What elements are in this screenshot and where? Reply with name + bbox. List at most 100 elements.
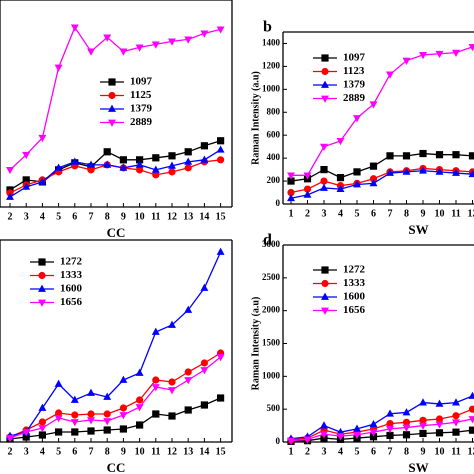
- marker: [435, 415, 444, 423]
- marker: [54, 163, 63, 171]
- marker: [303, 190, 312, 198]
- marker: [168, 38, 176, 46]
- x-tick-label: 4: [40, 446, 45, 457]
- marker: [135, 160, 144, 168]
- legend-label: 1379: [343, 79, 366, 91]
- legend-label: 1333: [60, 269, 83, 281]
- marker: [151, 165, 160, 173]
- marker: [168, 152, 176, 160]
- marker: [452, 419, 460, 427]
- marker: [321, 54, 329, 62]
- series-line: [290, 418, 473, 442]
- marker: [468, 152, 474, 160]
- marker: [402, 167, 411, 175]
- x-tick-label: 13: [183, 446, 193, 457]
- marker: [119, 375, 128, 383]
- x-tick-label: 7: [388, 446, 393, 457]
- marker: [38, 258, 46, 266]
- marker: [216, 354, 225, 362]
- legend-label: 1379: [130, 103, 153, 115]
- x-tick-label: 6: [72, 446, 77, 457]
- x-tick-label: 6: [371, 208, 376, 219]
- marker: [168, 161, 176, 169]
- x-axis-title: SW: [408, 222, 428, 237]
- marker: [136, 421, 144, 429]
- marker: [419, 416, 427, 424]
- x-tick-label: 8: [404, 208, 409, 219]
- marker: [320, 421, 328, 429]
- marker: [402, 152, 411, 160]
- y-tick-label: 500: [267, 403, 281, 413]
- marker: [38, 431, 46, 439]
- marker: [468, 44, 474, 52]
- marker: [287, 437, 295, 446]
- marker: [321, 307, 329, 315]
- x-tick-label: 3: [24, 446, 29, 457]
- x-tick-label: 8: [105, 211, 110, 222]
- marker: [369, 175, 378, 183]
- marker: [402, 418, 411, 426]
- legend-label: 1656: [343, 304, 366, 316]
- x-tick-label: 9: [421, 208, 426, 219]
- marker: [71, 411, 79, 419]
- marker: [419, 52, 427, 60]
- x-tick-label: 2: [305, 208, 310, 219]
- marker: [152, 410, 160, 418]
- marker: [168, 168, 176, 176]
- marker: [22, 151, 31, 160]
- marker: [200, 359, 208, 367]
- marker: [168, 378, 176, 386]
- marker: [336, 138, 345, 146]
- y-tick-label: 2000: [262, 305, 281, 315]
- marker: [321, 80, 329, 88]
- marker: [217, 156, 225, 164]
- marker: [119, 156, 127, 164]
- marker: [336, 433, 345, 441]
- marker: [6, 166, 14, 175]
- x-tick-label: 5: [56, 211, 61, 222]
- marker: [108, 91, 116, 100]
- x-tick-label: 12: [167, 446, 177, 457]
- marker: [184, 157, 193, 165]
- marker: [103, 392, 112, 400]
- legend-label: 1333: [343, 277, 366, 289]
- x-tick-label: 5: [56, 446, 61, 457]
- marker: [468, 405, 474, 413]
- marker: [87, 410, 95, 418]
- series-line: [9, 149, 221, 198]
- marker: [135, 404, 144, 412]
- marker: [6, 435, 14, 443]
- x-tick-label: 13: [183, 211, 193, 222]
- x-tick-label: 15: [216, 446, 226, 457]
- x-tick-label: 9: [121, 446, 126, 457]
- marker: [321, 279, 329, 288]
- marker: [55, 409, 63, 417]
- marker: [369, 419, 378, 428]
- x-tick-label: 8: [105, 446, 110, 457]
- marker: [452, 412, 460, 420]
- marker: [402, 57, 411, 65]
- marker: [184, 164, 192, 172]
- marker: [108, 104, 116, 112]
- marker: [168, 412, 176, 420]
- marker: [402, 424, 411, 432]
- marker: [303, 172, 312, 180]
- marker: [70, 24, 79, 32]
- x-axis-title: SW: [408, 460, 428, 474]
- marker: [168, 387, 176, 395]
- marker: [369, 429, 378, 437]
- x-tick-label: 3: [322, 208, 327, 219]
- marker: [452, 398, 460, 406]
- marker: [336, 174, 345, 182]
- marker: [103, 160, 112, 168]
- marker: [103, 34, 112, 42]
- marker: [452, 151, 460, 159]
- marker: [87, 427, 95, 435]
- x-axis-title: CC: [107, 225, 126, 240]
- x-tick-label: 14: [199, 211, 209, 222]
- marker: [200, 367, 209, 375]
- legend-label: 1125: [130, 89, 152, 101]
- series-line: [291, 46, 473, 176]
- marker: [386, 409, 394, 417]
